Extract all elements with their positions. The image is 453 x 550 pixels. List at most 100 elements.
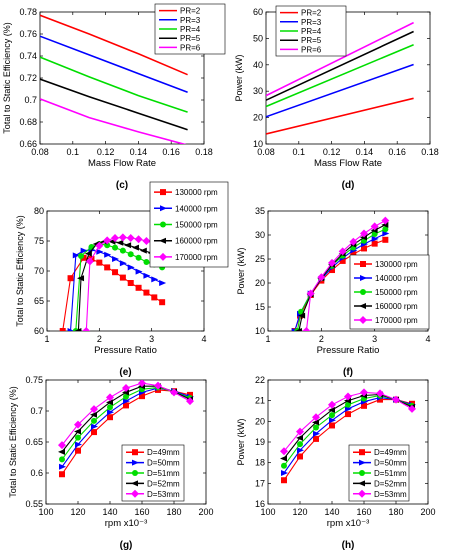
series-marker-triangle-right bbox=[360, 275, 367, 281]
y-tick-label: 75 bbox=[34, 236, 44, 246]
series-marker-triangle-left bbox=[312, 419, 319, 426]
legend-label: PR=4 bbox=[301, 27, 322, 36]
y-axis-label: Total to Static Efficiency (%) bbox=[15, 215, 25, 326]
series-marker-diamond bbox=[118, 233, 127, 242]
y-tick-label: 65 bbox=[34, 296, 44, 306]
series-marker-triangle-left bbox=[58, 448, 65, 455]
y-tick-label: 0.7 bbox=[24, 95, 37, 105]
x-axis-label: rpm x10⁻³ bbox=[105, 518, 148, 529]
x-axis-label: Pressure Ratio bbox=[317, 345, 380, 356]
series-group bbox=[266, 21, 414, 135]
series-marker-triangle-right bbox=[297, 447, 304, 454]
x-axis-label: Pressure Ratio bbox=[94, 345, 157, 356]
y-tick-label: 40 bbox=[253, 60, 263, 70]
series-marker-diamond bbox=[344, 392, 352, 401]
y-tick-label: 0.55 bbox=[25, 499, 43, 509]
x-tick-label: 0.12 bbox=[323, 147, 341, 157]
y-axis-label: Total to Static Efficiency (%) bbox=[8, 386, 18, 497]
series-marker-square bbox=[382, 236, 389, 243]
x-tick-label: 0.18 bbox=[195, 147, 213, 157]
series-marker-square bbox=[75, 447, 81, 454]
x-tick-label: 3 bbox=[149, 334, 154, 344]
legend-label: D=51mm bbox=[147, 469, 180, 478]
legend-label: PR=3 bbox=[180, 16, 201, 25]
series-marker-square bbox=[359, 449, 365, 456]
series-marker-circle bbox=[329, 412, 335, 419]
x-tick-label: 1 bbox=[265, 334, 270, 344]
series-marker-square bbox=[143, 289, 150, 296]
series-marker-triangle-left bbox=[294, 328, 302, 331]
x-tick-label: 100 bbox=[38, 507, 53, 517]
x-tick-label: 0.1 bbox=[293, 147, 306, 157]
series-marker-circle bbox=[59, 456, 65, 463]
series-marker-triangle-right bbox=[127, 264, 135, 271]
y-tick-label: 20 bbox=[255, 416, 265, 426]
x-tick-label: 160 bbox=[134, 507, 149, 517]
x-axis-label: rpm x10⁻³ bbox=[327, 518, 370, 529]
series-marker-circle bbox=[360, 289, 366, 295]
series-line bbox=[266, 21, 414, 97]
series-group bbox=[280, 388, 416, 484]
series-marker-triangle-left bbox=[77, 275, 85, 282]
series-marker-circle bbox=[135, 254, 142, 261]
series-marker-diamond bbox=[360, 229, 368, 238]
series-marker-diamond bbox=[280, 447, 288, 456]
series-marker-triangle-left bbox=[74, 328, 82, 331]
legend-label: D=50mm bbox=[147, 459, 180, 468]
series-marker-diamond bbox=[381, 216, 390, 225]
series-marker-triangle-right bbox=[382, 230, 390, 237]
x-tick-label: 0.16 bbox=[162, 147, 180, 157]
y-tick-label: 20 bbox=[255, 278, 265, 288]
legend-label: D=49mm bbox=[147, 448, 180, 457]
legend-label: PR=4 bbox=[180, 25, 201, 34]
x-tick-label: 0.08 bbox=[257, 147, 275, 157]
y-tick-label: 0.6 bbox=[30, 468, 43, 478]
legend-label: PR=6 bbox=[301, 45, 322, 54]
series-marker-diamond bbox=[126, 234, 135, 242]
x-tick-label: 0.08 bbox=[31, 147, 49, 157]
x-tick-label: 180 bbox=[166, 507, 181, 517]
chart-panel: 0.08 0.1 0.12 0.14 0.16 0.18 0.66 0.68 0.7 0.72 0.… bbox=[2, 3, 226, 191]
series-marker-square bbox=[339, 257, 346, 264]
series-marker-square bbox=[151, 294, 158, 301]
panel-label: (d) bbox=[342, 180, 355, 191]
series-line bbox=[266, 43, 414, 108]
x-tick-label: 3 bbox=[372, 334, 377, 344]
y-tick-label: 21 bbox=[255, 396, 265, 406]
series-marker-square bbox=[107, 414, 113, 421]
series-marker-square bbox=[160, 189, 166, 196]
series-marker-diamond bbox=[359, 316, 367, 324]
series-marker-square bbox=[96, 259, 103, 266]
series-marker-triangle-right bbox=[72, 252, 80, 259]
series-marker-triangle-right bbox=[59, 463, 66, 470]
series-marker-square bbox=[329, 422, 335, 429]
series-marker-triangle-right bbox=[313, 430, 320, 437]
series-marker-diamond bbox=[306, 289, 315, 298]
series-marker-square bbox=[350, 251, 357, 258]
series-marker-diamond bbox=[370, 222, 379, 231]
legend-label: 160000 rpm bbox=[175, 237, 218, 246]
series-marker-triangle-right bbox=[107, 409, 114, 416]
series-marker-circle bbox=[91, 417, 97, 424]
chart-panel: 1 2 3 4 10 15 20 25 30 35 Pressure Ratio Power (kW)… bbox=[236, 206, 431, 378]
y-tick-label: 0.65 bbox=[25, 437, 43, 447]
legend-label: PR=2 bbox=[301, 9, 322, 18]
series-marker-triangle-left bbox=[122, 389, 129, 396]
series-marker-diamond bbox=[106, 393, 114, 402]
y-tick-label: 30 bbox=[253, 86, 263, 96]
series-marker-diamond bbox=[349, 237, 358, 246]
y-tick-label: 10 bbox=[255, 326, 265, 336]
series-marker-square bbox=[59, 328, 66, 331]
x-tick-label: 4 bbox=[425, 334, 430, 344]
legend-label: PR=6 bbox=[180, 43, 201, 52]
series-line bbox=[294, 239, 386, 331]
series-marker-circle bbox=[313, 424, 319, 431]
series-marker-circle bbox=[143, 259, 150, 265]
x-tick-label: 0.1 bbox=[67, 147, 80, 157]
series-marker-square bbox=[360, 261, 366, 267]
series-line bbox=[266, 97, 414, 135]
y-tick-label: 60 bbox=[34, 326, 44, 336]
series-marker-circle bbox=[123, 393, 129, 400]
series-marker-diamond bbox=[317, 273, 326, 282]
